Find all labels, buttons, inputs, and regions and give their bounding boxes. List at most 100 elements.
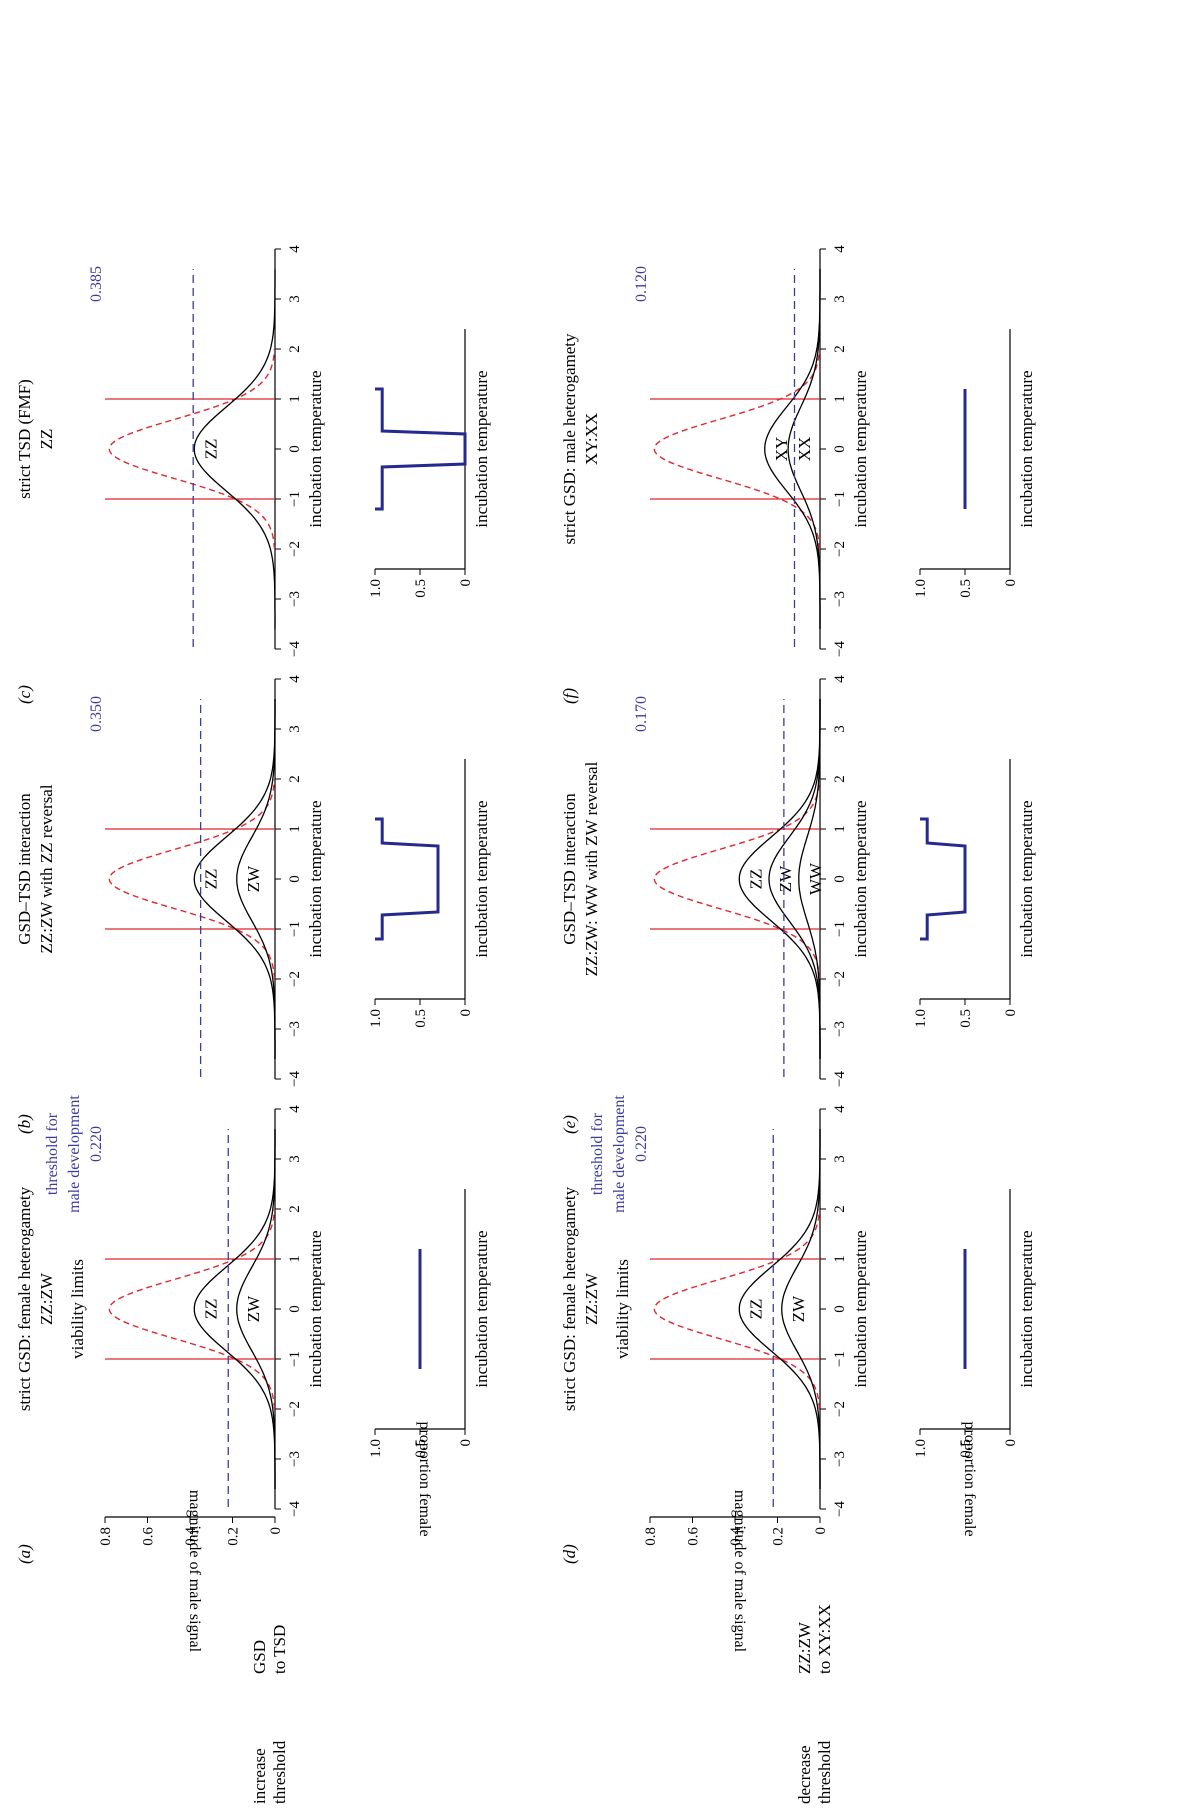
x-tick-label: 2 (287, 1205, 303, 1213)
signal-curve (193, 269, 276, 629)
x-tick-label: 1 (287, 395, 303, 403)
x-tick-label: −4 (832, 1501, 848, 1517)
panel: (c)strict TSD (FMF) ZZ−4−3−2−101234incuba… (15, 245, 491, 704)
prop-y-tick-label: 1.0 (913, 1439, 929, 1458)
x-tick-label: 2 (832, 345, 848, 353)
prop-y-tick-label: 0.5 (413, 1009, 429, 1028)
x-tick-label: 2 (832, 775, 848, 783)
panel: (d) strict GSD: female heterogamety ZZ:ZW −… (560, 1095, 1036, 1653)
prop-y-axis-label: proportion female (416, 1421, 433, 1536)
panel: (f) strict GSD: male heterogamety XY:XX −4 −… (560, 245, 1036, 704)
x-tick-label: 1 (287, 1255, 303, 1263)
panel-title: ZZ:ZW: WW with ZW reversal (582, 761, 601, 976)
series-label: ZW (789, 1295, 808, 1322)
prop-y-tick-label: 0.5 (413, 579, 429, 598)
prop-y-tick-label: 0.5 (958, 1009, 974, 1028)
panel-title: strict TSD (FMF) (15, 379, 34, 499)
x-tick-label: 2 (287, 775, 303, 783)
prop-x-axis-label: incubation temperature (1017, 800, 1036, 957)
x-tick-label: 1 (832, 1255, 848, 1263)
y-tick-label: 0.8 (643, 1527, 659, 1546)
y-axis-label: magnitude of male signal (186, 1490, 203, 1653)
prop-x-axis-label: incubation temperature (1017, 1230, 1036, 1387)
row-label: increase (250, 1748, 269, 1804)
x-tick-label: 4 (287, 1105, 303, 1113)
x-tick-label: −3 (287, 1451, 303, 1467)
x-tick-label: 3 (287, 295, 303, 303)
viability-curve (108, 1208, 276, 1410)
panel: (b) GSD–TSD interaction ZZ:ZW with ZZ reve… (15, 675, 491, 1134)
x-axis-label: incubation temperature (851, 800, 870, 957)
y-tick-label: 0.6 (141, 1527, 157, 1546)
x-tick-label: 3 (287, 725, 303, 733)
row-label: threshold (815, 1740, 834, 1804)
x-tick-label: −1 (832, 491, 848, 507)
threshold-value: 0.220 (88, 1126, 105, 1162)
prop-y-tick-label: 0 (458, 1439, 474, 1447)
x-tick-label: 3 (832, 295, 848, 303)
x-axis-label: incubation temperature (306, 370, 325, 527)
prop-y-tick-label: 1.0 (368, 1009, 384, 1028)
x-tick-label: 0 (832, 445, 848, 453)
x-tick-label: 1 (287, 825, 303, 833)
series-label: ZZ (201, 439, 220, 460)
panel-title: ZZ:ZW with ZZ reversal (37, 784, 56, 953)
x-tick-label: −1 (287, 921, 303, 937)
y-tick-label: 0 (268, 1527, 284, 1535)
prop-y-tick-label: 0.5 (413, 1439, 429, 1458)
panel-title: ZZ:ZW (37, 1272, 56, 1325)
panel-title: strict GSD: female heterogamety (560, 1186, 579, 1411)
x-tick-label: 3 (832, 1155, 848, 1163)
x-tick-label: −4 (287, 1501, 303, 1517)
panel-title: ZZ (37, 429, 56, 450)
viability-curve (108, 348, 276, 550)
series-label: ZZ (746, 1299, 765, 1320)
x-tick-label: 4 (832, 675, 848, 683)
panel-title: strict GSD: male heterogamety (560, 333, 579, 545)
threshold-label: male development (611, 1095, 628, 1213)
panel-title: GSD–TSD interaction (560, 793, 579, 945)
threshold-value: 0.220 (633, 1126, 650, 1162)
panel-letter: (a) (15, 1544, 34, 1564)
x-tick-label: 2 (287, 345, 303, 353)
y-tick-label: 0.2 (226, 1527, 242, 1546)
threshold-value: 0.170 (633, 696, 650, 732)
proportion-female-line (375, 817, 440, 941)
x-tick-label: −3 (287, 1021, 303, 1037)
signal-curve (193, 1129, 276, 1489)
prop-x-axis-label: incubation temperature (472, 800, 491, 957)
panel-title: strict GSD: female heterogamety (15, 1186, 34, 1411)
row-transition-label: ZZ:ZW (795, 1621, 814, 1674)
series-label: ZW (244, 865, 263, 892)
x-axis-label: incubation temperature (306, 800, 325, 957)
threshold-value: 0.120 (633, 266, 650, 302)
prop-y-tick-label: 1.0 (913, 579, 929, 598)
proportion-female-line (375, 387, 467, 511)
x-tick-label: −2 (832, 971, 848, 987)
viability-curve (653, 778, 821, 980)
y-tick-label: 0.6 (686, 1527, 702, 1546)
viability-curve (653, 1208, 821, 1410)
x-tick-label: 4 (287, 675, 303, 683)
panel-title: XY:XX (582, 413, 601, 465)
prop-y-tick-label: 1.0 (913, 1009, 929, 1028)
prop-x-axis-label: incubation temperature (472, 370, 491, 527)
x-tick-label: −2 (287, 1401, 303, 1417)
x-tick-label: 4 (287, 245, 303, 253)
x-tick-label: −2 (832, 541, 848, 557)
threshold-value: 0.350 (88, 696, 105, 732)
x-tick-label: −3 (832, 1451, 848, 1467)
x-tick-label: −2 (832, 1401, 848, 1417)
x-tick-label: −4 (287, 641, 303, 657)
x-tick-label: 1 (832, 395, 848, 403)
prop-y-tick-label: 0 (458, 579, 474, 587)
y-tick-label: 0.4 (728, 1527, 744, 1546)
prop-y-tick-label: 1.0 (368, 1439, 384, 1458)
signal-curve (193, 699, 276, 1059)
viability-curve (108, 778, 276, 980)
panel-title: GSD–TSD interaction (15, 793, 34, 945)
x-tick-label: 0 (287, 875, 303, 883)
y-axis-label: magnitude of male signal (731, 1490, 748, 1653)
